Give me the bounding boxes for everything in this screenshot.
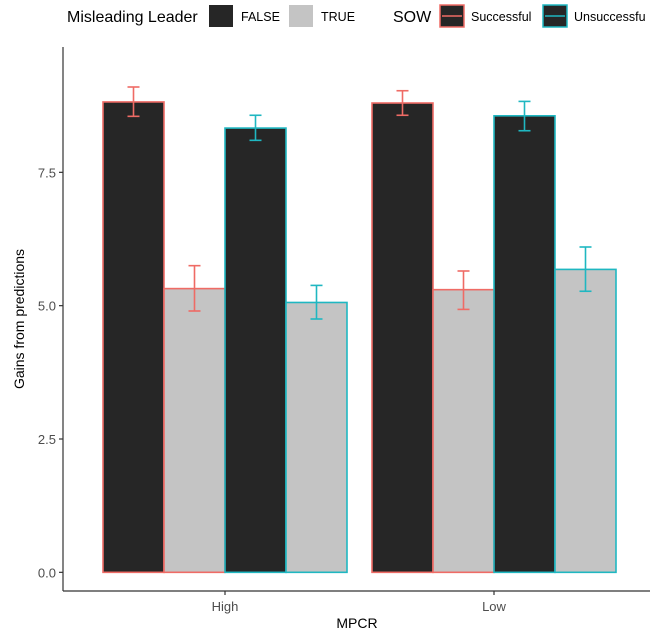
x-axis-title: MPCR bbox=[336, 615, 377, 631]
legend-color-title: SOW bbox=[393, 9, 432, 26]
legend-fill-false-label: FALSE bbox=[241, 10, 280, 24]
bar bbox=[224, 127, 287, 574]
x-tick-label: High bbox=[212, 599, 239, 614]
y-ticks: 0.0 2.5 5.0 7.5 bbox=[38, 165, 63, 580]
y-tick-label: 0.0 bbox=[38, 565, 56, 580]
error-bars-layer bbox=[127, 86, 592, 320]
bar bbox=[554, 268, 617, 574]
y-tick-label: 7.5 bbox=[38, 165, 56, 180]
bar bbox=[163, 287, 226, 574]
y-axis-title: Gains from predictions bbox=[11, 249, 27, 389]
legend-sow-unsuccessful-label: Unsuccessfu bbox=[574, 10, 646, 24]
legend-sow-successful-label: Successful bbox=[471, 10, 531, 24]
bar bbox=[102, 101, 165, 574]
bars-layer bbox=[102, 101, 617, 574]
bar bbox=[371, 102, 434, 574]
legend-fill-true-key bbox=[289, 5, 313, 27]
y-tick-label: 2.5 bbox=[38, 432, 56, 447]
x-ticks: High Low bbox=[212, 591, 507, 614]
y-tick-label: 5.0 bbox=[38, 299, 56, 314]
bar bbox=[493, 115, 556, 574]
legend-fill-false-key bbox=[209, 5, 233, 27]
bar bbox=[285, 301, 348, 574]
bar bbox=[432, 288, 495, 574]
legend-fill-true-label: TRUE bbox=[321, 10, 355, 24]
x-tick-label: Low bbox=[482, 599, 506, 614]
legend: Misleading Leader FALSE TRUE SOW Success… bbox=[67, 4, 646, 28]
legend-fill-title: Misleading Leader bbox=[67, 9, 198, 26]
